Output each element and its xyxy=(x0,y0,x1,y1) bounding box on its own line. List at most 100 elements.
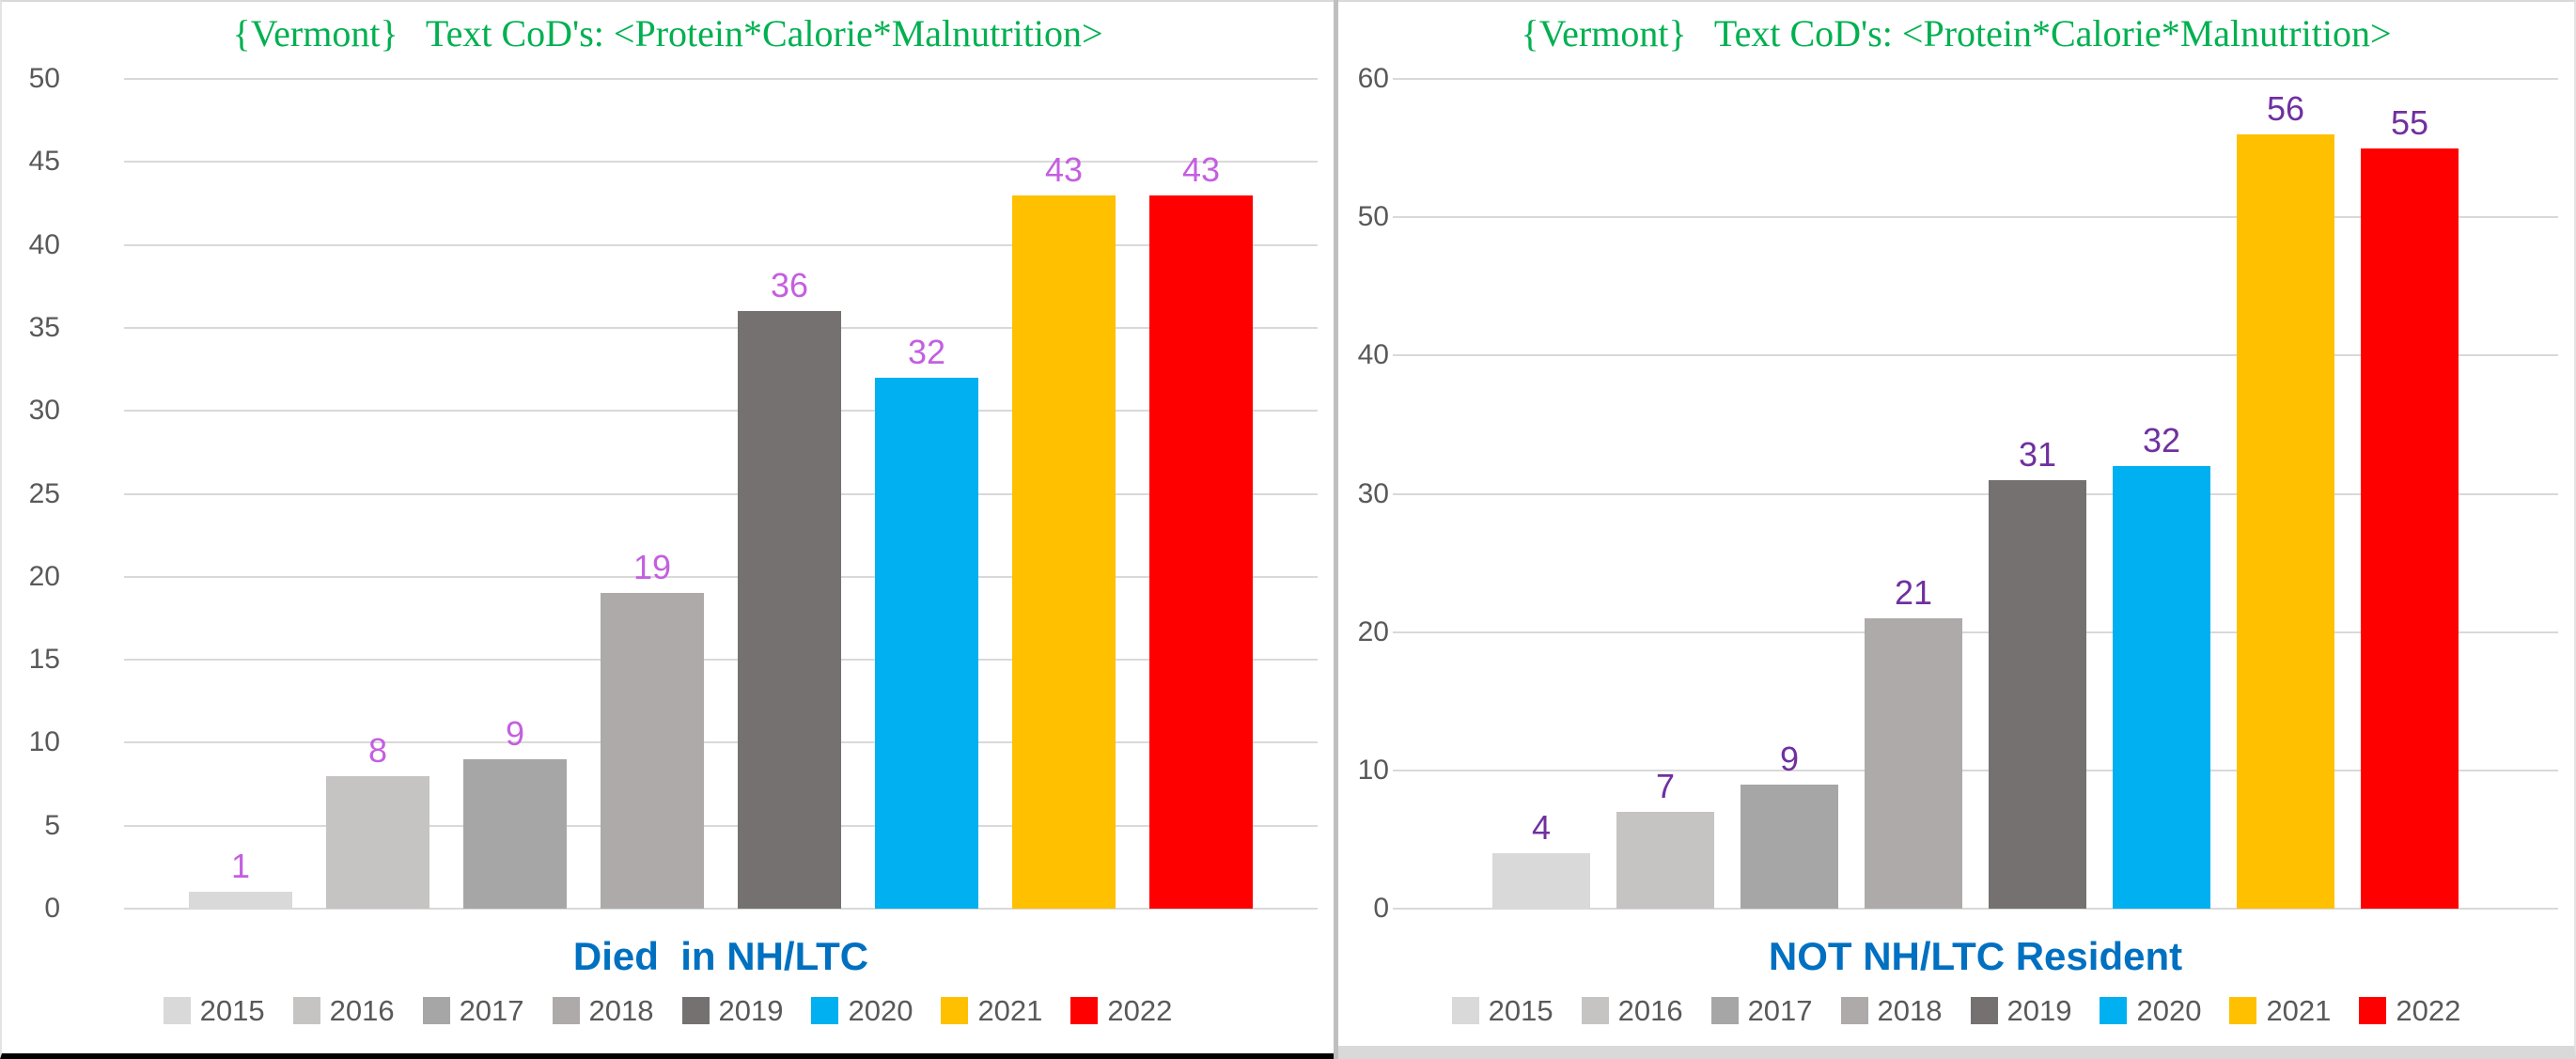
legend-marker-icon xyxy=(1451,997,1479,1024)
legend-marker-icon xyxy=(292,997,320,1024)
legend-label: 2021 xyxy=(977,994,1043,1027)
gridline xyxy=(124,410,1318,413)
chart-title: {Vermont} Text CoD's: <Protein*Calorie*M… xyxy=(1521,12,2392,55)
legend-label: 2022 xyxy=(1107,994,1173,1027)
legend-item-2021: 2021 xyxy=(941,996,1042,1025)
chart-title: {Vermont} Text CoD's: <Protein*Calorie*M… xyxy=(232,12,1103,55)
gridline xyxy=(124,161,1318,164)
legend-label: 2019 xyxy=(2006,994,2072,1027)
legend-marker-icon xyxy=(681,997,710,1024)
y-tick-label: 40 xyxy=(1357,339,1389,371)
y-tick-label: 15 xyxy=(28,644,60,676)
bar-2017: 9 xyxy=(1741,740,1838,909)
legend-label: 2016 xyxy=(1617,994,1683,1027)
legend-marker-icon xyxy=(2229,997,2257,1024)
x-axis-title: Died in NH/LTC xyxy=(572,934,869,978)
y-tick-label: 50 xyxy=(1357,201,1389,233)
legend-item-2018: 2018 xyxy=(1840,994,1943,1027)
bar-value-label: 43 xyxy=(1181,149,1221,189)
legend-label: 2015 xyxy=(1488,994,1553,1027)
bar-2018: 19 xyxy=(601,548,704,909)
bar-value-label: 4 xyxy=(1531,808,1552,848)
y-tick-label: 50 xyxy=(28,63,60,94)
legend-label: 2019 xyxy=(718,994,784,1027)
y-tick-label: 45 xyxy=(28,146,60,178)
legend-label: 2017 xyxy=(459,994,524,1027)
bar-value-label: 7 xyxy=(1655,766,1676,805)
bar-value-label: 32 xyxy=(2142,421,2181,460)
y-tick-label: 40 xyxy=(28,228,60,260)
gridline xyxy=(1393,354,2558,357)
legend-marker-icon xyxy=(1840,997,1868,1024)
legend: 2015 2016 2017 2018 2019 2020 2021 2022 xyxy=(1338,996,2574,1025)
x-axis-line xyxy=(124,908,1318,910)
legend-marker-icon xyxy=(941,997,969,1024)
legend-marker-icon xyxy=(552,997,580,1024)
gridline xyxy=(124,326,1318,329)
legend-item-2015: 2015 xyxy=(1451,994,1553,1027)
legend-label: 2017 xyxy=(1747,994,1813,1027)
bar-2019: 31 xyxy=(1989,435,2086,909)
bar-2015: 1 xyxy=(189,847,292,909)
legend-marker-icon xyxy=(1970,997,1998,1024)
bar-value-label: 21 xyxy=(1894,572,1933,612)
bar-value-label: 56 xyxy=(2266,88,2305,128)
gridline xyxy=(124,824,1318,827)
gridline xyxy=(1393,216,2558,219)
bar-value-label: 9 xyxy=(1779,739,1800,778)
legend-marker-icon xyxy=(2359,997,2387,1024)
gridline xyxy=(1393,631,2558,633)
y-tick-label: 20 xyxy=(1357,615,1389,647)
gridline xyxy=(124,575,1318,578)
legend-item-2021: 2021 xyxy=(2229,996,2331,1025)
legend-label: 2016 xyxy=(329,994,395,1027)
gridline xyxy=(124,492,1318,495)
legend-item-2022: 2022 xyxy=(2359,996,2460,1025)
y-tick-label: 0 xyxy=(44,893,60,924)
legend-label: 2022 xyxy=(2396,994,2461,1027)
legend-label: 2018 xyxy=(1877,994,1943,1027)
legend-item-2017: 2017 xyxy=(1710,994,1813,1027)
bar-2016: 8 xyxy=(326,731,429,909)
legend-item-2020: 2020 xyxy=(811,996,913,1025)
legend-label: 2020 xyxy=(848,994,913,1027)
legend-label: 2015 xyxy=(199,994,265,1027)
bar-2020: 32 xyxy=(2113,421,2210,909)
legend-item-2019: 2019 xyxy=(1970,994,2072,1027)
legend-marker-icon xyxy=(811,997,839,1024)
x-axis-line xyxy=(1393,908,2558,910)
legend-item-2019: 2019 xyxy=(681,994,784,1027)
y-tick-label: 30 xyxy=(28,395,60,427)
legend-marker-icon xyxy=(1710,997,1739,1024)
bar-value-label: 8 xyxy=(367,730,388,770)
gridline xyxy=(1393,769,2558,771)
bar-value-label: 1 xyxy=(230,847,251,886)
bar-value-label: 9 xyxy=(505,714,525,754)
y-tick-label: 60 xyxy=(1357,63,1389,94)
bars-group: 1 8 9 19 36 32 43 43 xyxy=(124,79,1318,909)
plot-area: 0 10 20 30 40 50 60 4 7 9 21 31 32 56 55 xyxy=(1358,65,2558,923)
bar-2022: 43 xyxy=(1149,150,1253,909)
bar-value-label: 31 xyxy=(2018,434,2057,474)
y-tick-label: 20 xyxy=(28,560,60,592)
legend-marker-icon xyxy=(422,997,450,1024)
legend-marker-icon xyxy=(1070,997,1099,1024)
legend-label: 2018 xyxy=(588,994,654,1027)
y-tick-label: 10 xyxy=(28,726,60,758)
legend-item-2016: 2016 xyxy=(1581,994,1683,1027)
gridline xyxy=(1393,78,2558,80)
bar-2021: 43 xyxy=(1012,150,1116,909)
legend-marker-icon xyxy=(2100,997,2128,1024)
legend-item-2016: 2016 xyxy=(292,994,395,1027)
y-tick-label: 10 xyxy=(1357,754,1389,786)
legend-item-2018: 2018 xyxy=(552,994,654,1027)
bar-value-label: 43 xyxy=(1044,149,1084,189)
gridline xyxy=(124,659,1318,662)
gridline xyxy=(1393,492,2558,495)
bar-2017: 9 xyxy=(463,714,567,909)
legend-label: 2020 xyxy=(2136,994,2202,1027)
y-tick-label: 30 xyxy=(1357,477,1389,509)
gridline xyxy=(124,243,1318,246)
gridline xyxy=(124,78,1318,80)
